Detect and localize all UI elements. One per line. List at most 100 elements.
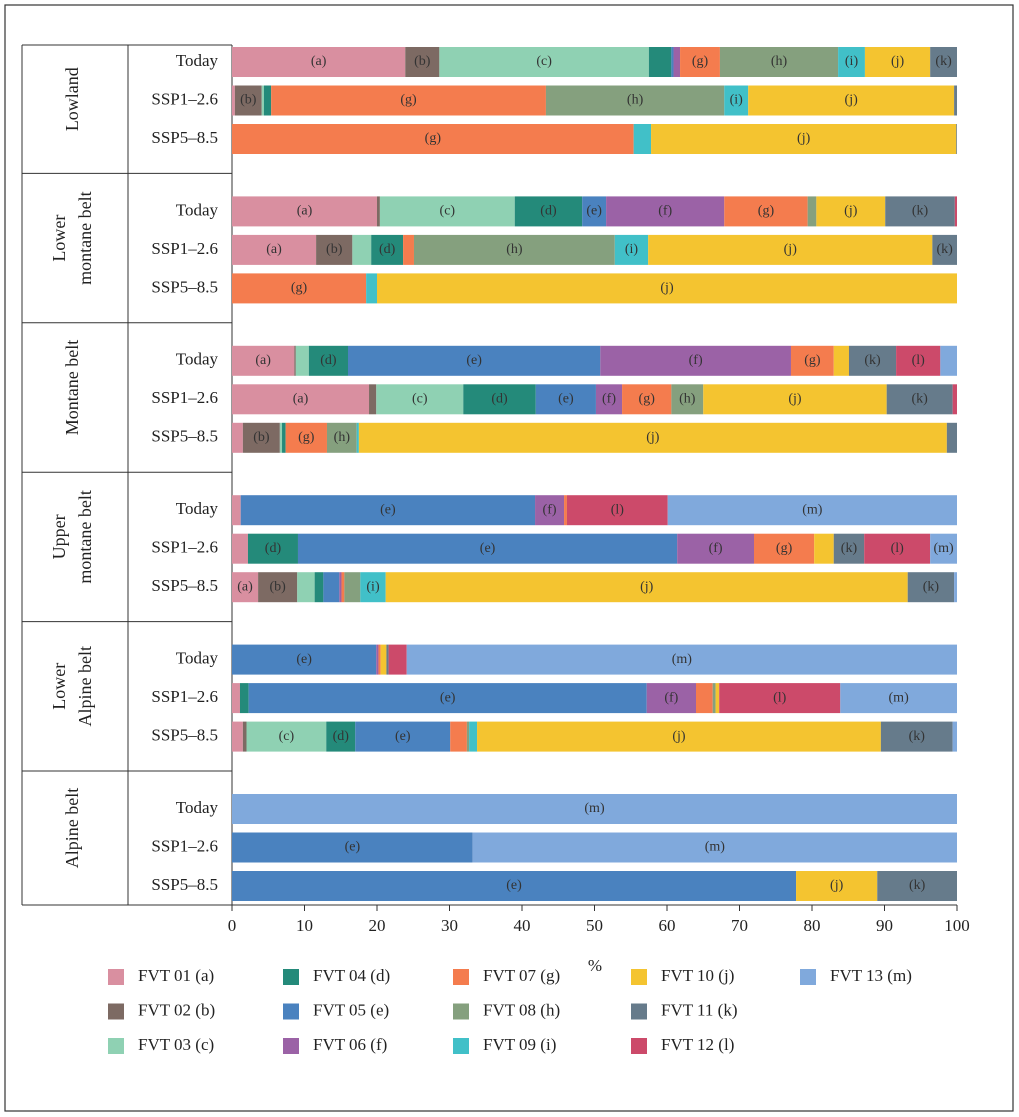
bar-segment [352,234,372,265]
segment-label: (g) [291,281,308,296]
bar-segment [463,384,536,415]
segment-label: (i) [366,579,380,594]
segment-label: (g) [692,54,709,69]
group-label: montane belt [75,490,95,583]
segment-label: (b) [253,430,270,445]
y-tick-label: SSP5–8.5 [151,427,218,446]
bar-segment [294,345,296,376]
bar-segment [535,495,565,526]
segment-label: (l) [611,502,625,517]
bar-segment [477,721,881,752]
bar-segment [535,384,596,415]
bar-segment [379,196,515,227]
legend-swatch [108,1038,124,1054]
bar-segment [940,345,957,376]
bar-segment [232,721,243,752]
bar-segment [719,47,839,77]
bar-segment [232,871,797,901]
x-tick-label: 90 [876,916,893,935]
bar-segment [378,644,381,675]
x-tick-label: 80 [804,916,821,935]
bar-segment [715,683,720,714]
segment-label: (b) [326,242,343,257]
bar-segment [930,47,957,77]
y-tick-label: Today [176,649,219,668]
bar-segment [232,47,406,77]
bar-segment [366,273,377,304]
y-tick-label: SSP5–8.5 [151,277,218,296]
bar-segment [232,85,235,116]
legend-swatch [283,969,299,985]
segment-label: (k) [937,242,954,257]
bar-segment [833,533,865,564]
segment-label: (d) [540,204,557,219]
legend-label: FVT 01 (a) [138,966,214,985]
segment-label: (h) [627,93,644,108]
segment-label: (a) [266,242,282,257]
bar-segment [248,683,647,714]
bar-segment [240,495,536,526]
bar-segment [234,85,262,116]
bar-segment [954,85,957,116]
bar-segment [864,47,931,77]
segment-label: (f) [602,392,616,407]
x-tick-label: 10 [296,916,313,935]
segment-label: (j) [845,93,859,108]
x-tick-label: 60 [659,916,676,935]
y-tick-label: SSP5–8.5 [151,726,218,745]
x-tick-label: 40 [514,916,531,935]
segment-label: (j) [646,430,660,445]
segment-label: (a) [293,392,309,407]
frame [4,4,1014,1112]
bar-segment [232,124,634,154]
bar-segment [648,234,933,265]
bar-segment [247,533,298,564]
bar-segment [932,234,957,265]
segment-label: (b) [414,54,431,69]
segment-label: (g) [776,541,793,556]
legend-swatch [283,1038,299,1054]
segment-label: (i) [730,93,744,108]
y-tick-label: Today [176,798,219,817]
bar-segment [356,422,359,453]
y-tick-label: Today [176,200,219,219]
segment-label: (f) [658,204,672,219]
y-tick-label: SSP1–2.6 [151,687,218,706]
segment-label: (j) [672,729,686,744]
bar-segment [377,273,957,304]
segment-label: (i) [625,242,639,257]
x-tick-label: 20 [369,916,386,935]
bar-segment [371,234,404,265]
bar-segment [796,871,878,901]
segment-label: (e) [558,392,574,407]
legend-label: FVT 09 (i) [483,1035,556,1054]
bar-segment [358,422,947,453]
bar-segment [326,721,356,752]
segment-label: (k) [841,541,858,556]
segment-label: (h) [771,54,788,69]
bar-segment [403,234,414,265]
segment-label: (k) [912,204,929,219]
legend-label: FVT 11 (k) [661,1000,738,1019]
legend-label: FVT 03 (c) [138,1035,214,1054]
bar-segment [271,85,546,116]
bar-segment [633,124,652,154]
bar-segment [614,234,649,265]
bar-segment [952,721,957,752]
legend-label: FVT 13 (m) [830,966,912,985]
bar-segment [886,384,953,415]
bar-segment [719,683,841,714]
x-tick-label: 50 [586,916,603,935]
bar-segment [242,721,247,752]
segment-label: (c) [440,204,456,219]
bar-segment [341,572,345,603]
segment-label: (c) [536,54,552,69]
bar-segment [232,533,248,564]
y-tick-label: SSP5–8.5 [151,576,218,595]
legend-swatch [631,969,647,985]
segment-label: (k) [911,392,928,407]
bar-segment [316,234,353,265]
bar-segment [232,345,295,376]
segment-label: (j) [640,579,654,594]
bar-segment [232,683,240,714]
